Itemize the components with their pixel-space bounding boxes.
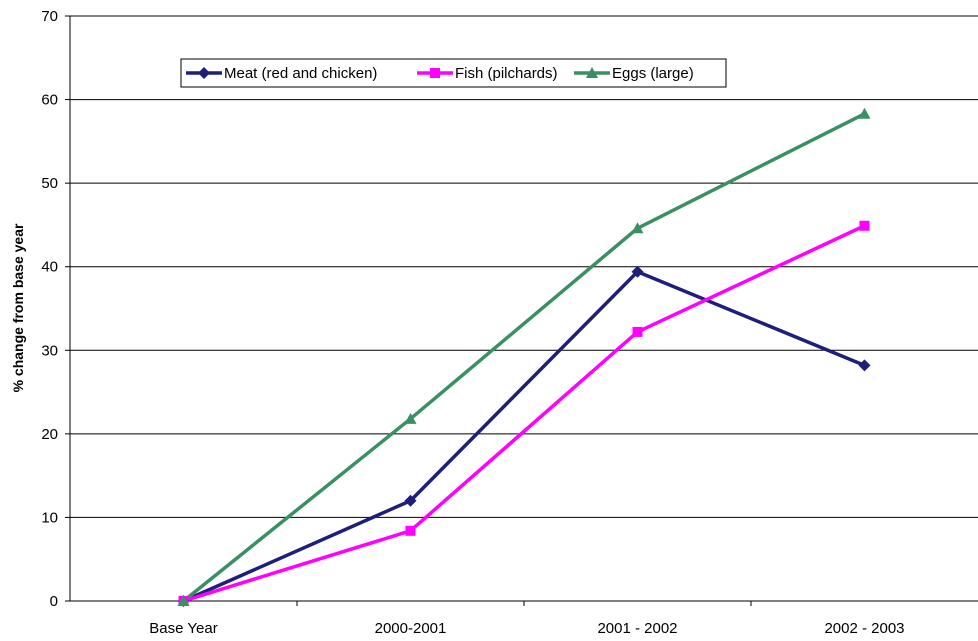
legend: Meat (red and chicken) Fish (pilchards) Eg…	[180, 58, 727, 88]
data-point-2-0	[177, 595, 190, 606]
legend-label-1: Fish (pilchards)	[455, 65, 558, 82]
series-line-2	[182, 112, 866, 603]
legend-marker-1	[430, 68, 440, 78]
y-tick-label: 30	[41, 342, 58, 359]
series-line-0	[182, 269, 866, 603]
data-point-1-2	[632, 326, 643, 337]
x-tick-label: Base Year	[149, 620, 217, 637]
plot-axes	[69, 16, 978, 602]
x-tick-label: 2001 - 2002	[597, 620, 677, 637]
y-tick-label: 20	[41, 426, 58, 443]
data-point-1-1	[405, 525, 416, 536]
data-point-2-3	[858, 107, 871, 119]
y-tick-label: 70	[41, 8, 58, 25]
legend-label-2: Eggs (large)	[612, 65, 694, 82]
series-line-1	[182, 224, 866, 603]
data-point-0-2	[631, 265, 644, 278]
legend-box	[180, 58, 727, 88]
legend-label-0: Meat (red and chicken)	[224, 65, 377, 82]
data-point-0-1	[404, 494, 417, 507]
gridlines	[65, 15, 978, 606]
y-axis-label: % change from base year	[10, 223, 26, 392]
y-tick-label: 0	[50, 593, 58, 610]
y-tick-label: 40	[41, 259, 58, 276]
data-point-0-3	[858, 359, 871, 372]
y-tick-label: 10	[41, 509, 58, 526]
legend-marker-2	[586, 67, 598, 78]
x-tick-label: 2000-2001	[375, 620, 447, 637]
legend-marker-0	[198, 67, 210, 79]
series-lines	[177, 107, 871, 607]
y-tick-labels: 0 10 20 30 40 50 60 70	[41, 8, 58, 610]
data-point-2-1	[404, 412, 417, 424]
y-tick-label: 50	[41, 175, 58, 192]
data-point-1-3	[859, 220, 870, 231]
x-tick-labels: Base Year 2000-2001 2001 - 2002 2002 - 2003	[149, 620, 904, 637]
y-tick-label: 60	[41, 92, 58, 109]
x-tick-label: 2002 - 2003	[824, 620, 904, 637]
data-point-2-2	[631, 222, 644, 234]
